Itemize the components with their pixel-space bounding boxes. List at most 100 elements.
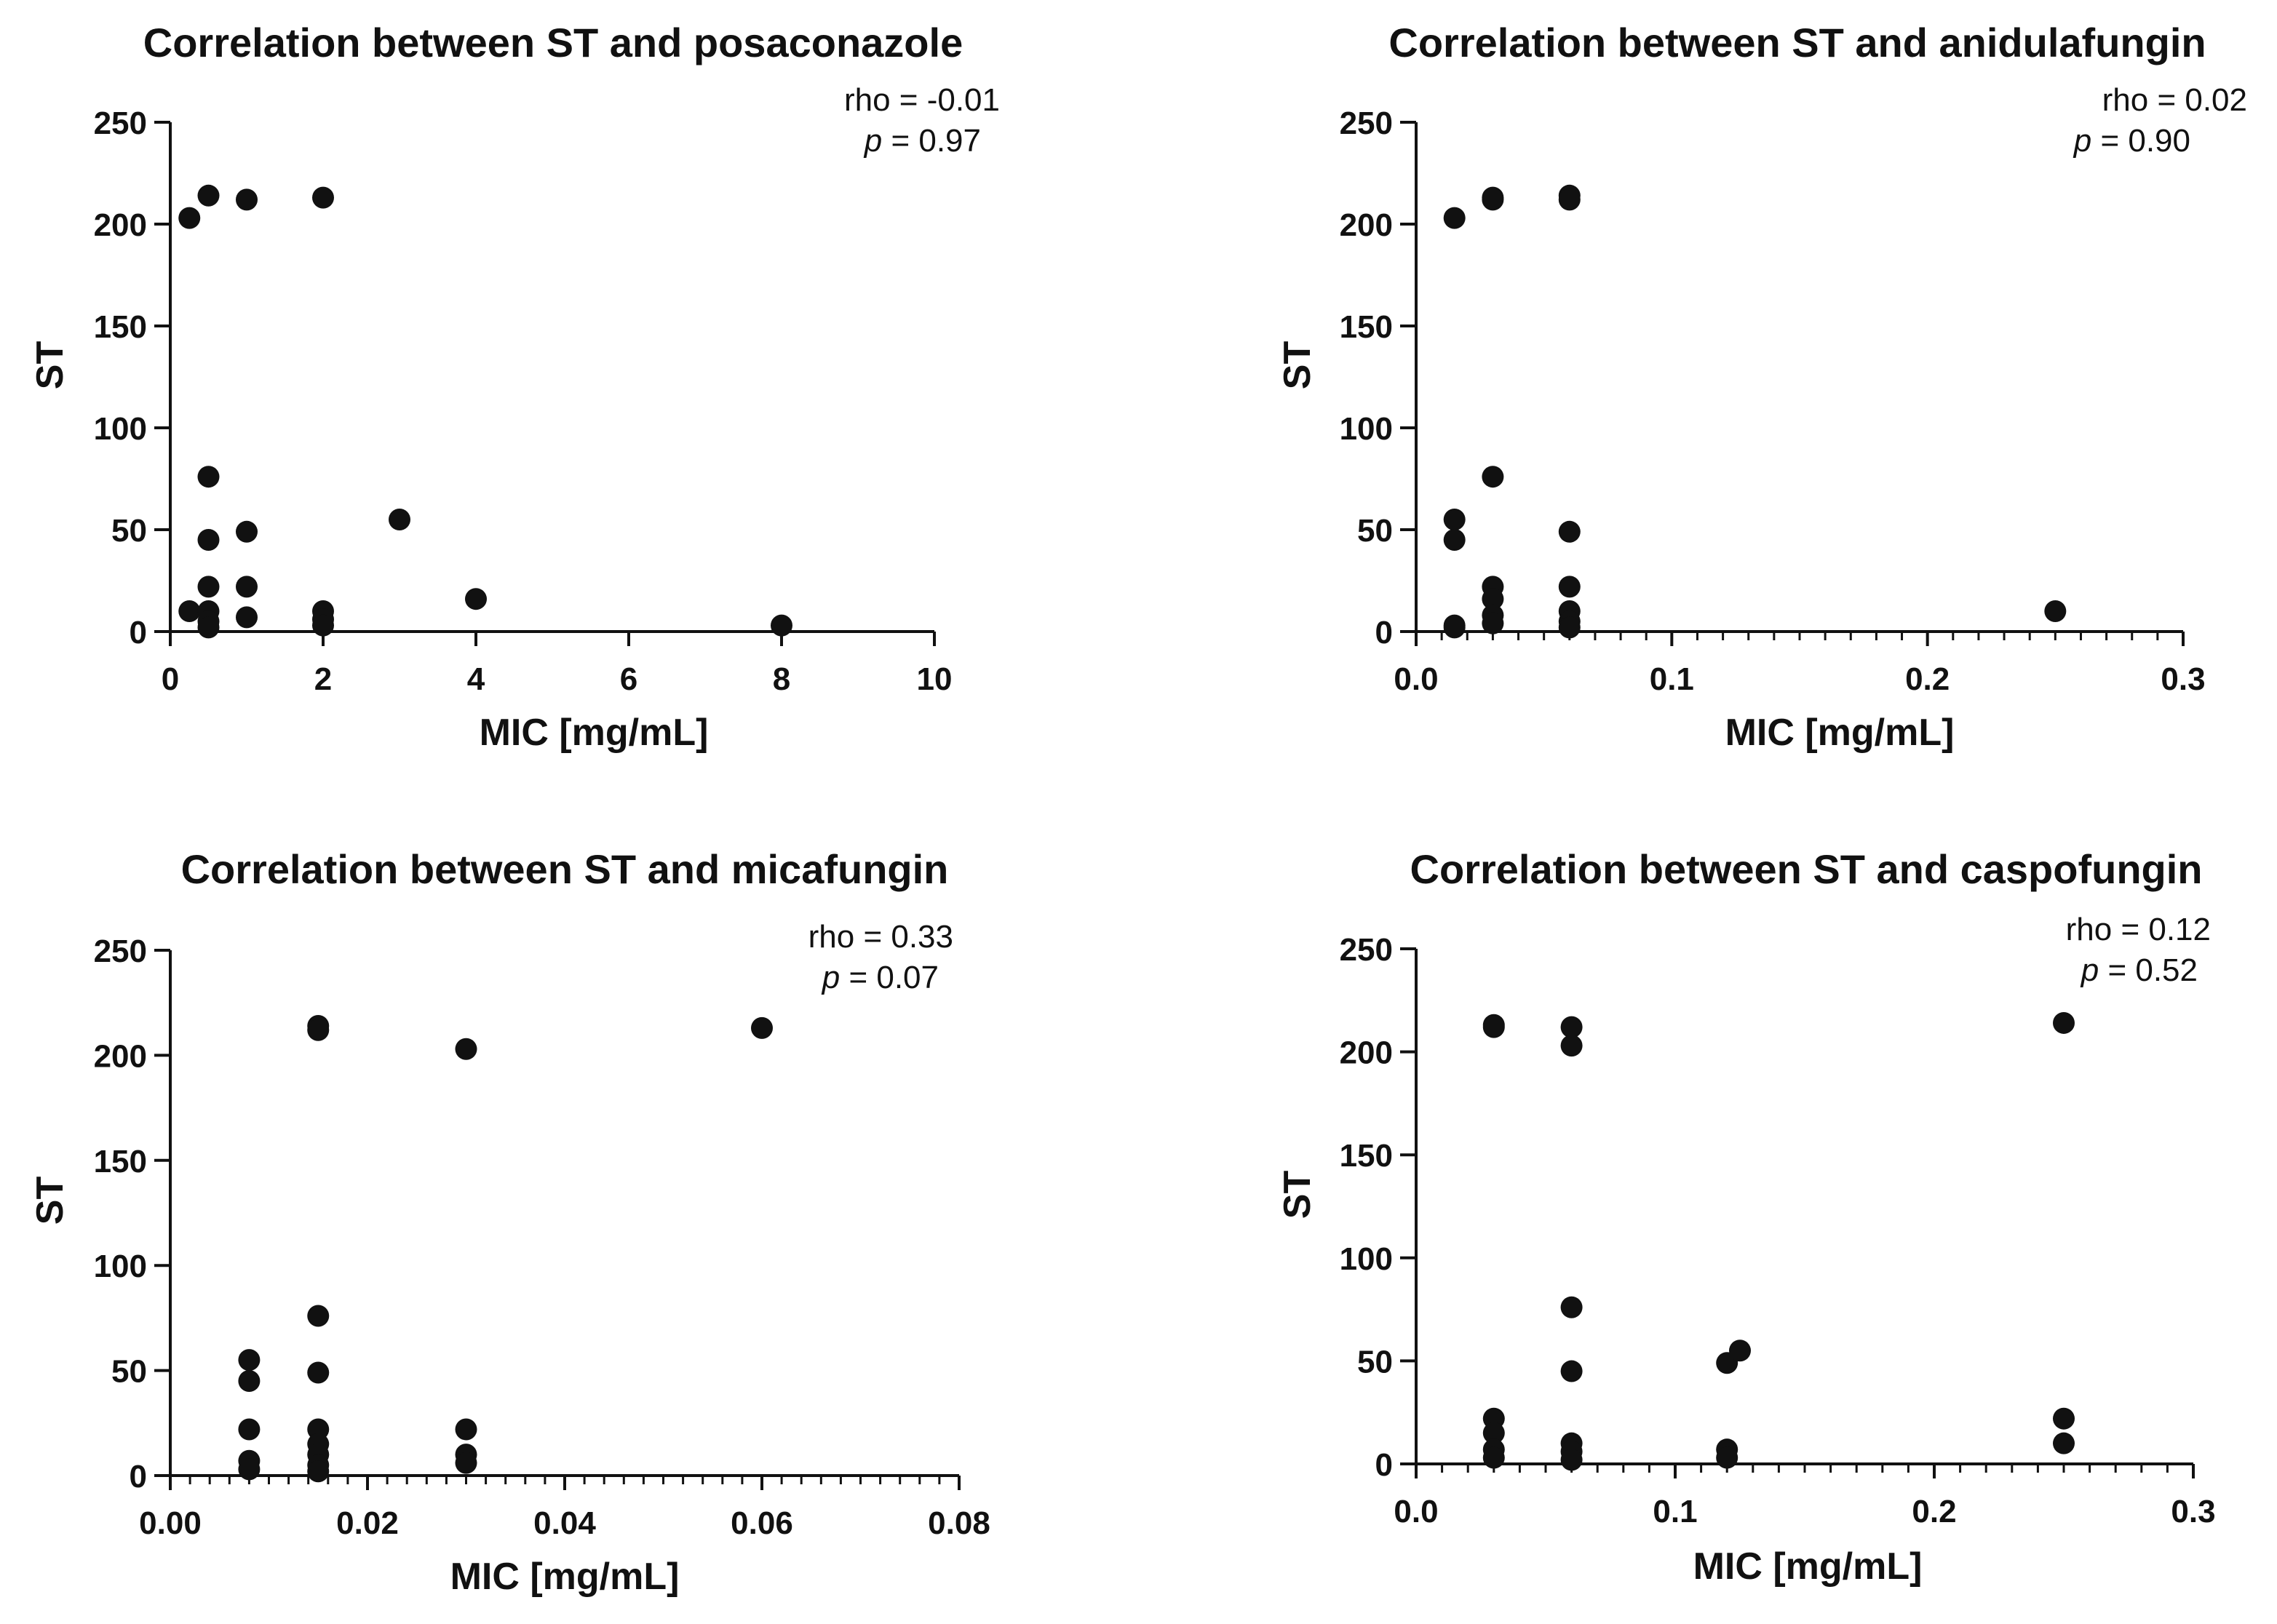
p-symbol: p <box>863 123 882 159</box>
x-tick-label: 0.02 <box>336 1505 399 1541</box>
y-tick-label: 200 <box>94 1038 147 1074</box>
x-tick-label: 0.08 <box>928 1505 990 1541</box>
data-point <box>1443 616 1466 639</box>
y-tick-label: 250 <box>1340 106 1393 141</box>
tick-labels: 0.0 0.1 0.2 0.3 0 50 100 150 200 250 <box>1340 106 2206 697</box>
data-point <box>465 588 487 610</box>
x-tick-label: 0.2 <box>1905 661 1950 697</box>
y-tick-label: 0 <box>130 615 147 650</box>
axis-ticks <box>1400 947 2195 1478</box>
data-point <box>312 614 334 637</box>
y-tick-label: 50 <box>111 1354 147 1390</box>
y-tick-label: 200 <box>94 207 147 243</box>
p-value: = 0.90 <box>2091 123 2190 159</box>
y-axis-label: ST <box>29 1177 71 1225</box>
axis-ticks <box>1400 121 2185 646</box>
data-point <box>178 600 201 622</box>
tick-labels: 0.00 0.02 0.04 0.06 0.08 0 50 100 150 200 250 <box>94 934 990 1541</box>
data-point <box>1729 1340 1751 1362</box>
data-point <box>307 1361 330 1384</box>
data-point <box>1558 616 1581 639</box>
x-tick-label: 0.1 <box>1650 661 1694 697</box>
data-point <box>1482 1446 1505 1469</box>
y-tick-label: 100 <box>94 1249 147 1284</box>
x-axis-label: MIC [mg/mL] <box>1725 712 1955 754</box>
data-point <box>1560 1360 1583 1382</box>
y-axis-label: ST <box>1276 1171 1319 1219</box>
chart-title: Correlation between ST and posaconazole <box>143 20 963 65</box>
data-point <box>178 207 201 229</box>
y-tick-label: 150 <box>1340 309 1393 345</box>
y-tick-label: 150 <box>94 309 147 345</box>
x-tick-label: 6 <box>620 661 637 697</box>
data-point <box>1560 1016 1583 1038</box>
data-point <box>236 576 258 598</box>
y-tick-label: 100 <box>1340 411 1393 447</box>
data-point <box>238 1418 261 1441</box>
data-point <box>2053 1011 2075 1034</box>
data-points <box>1443 184 2067 639</box>
data-point <box>2053 1432 2075 1454</box>
x-tick-label: 8 <box>773 661 790 697</box>
data-point <box>1558 520 1581 543</box>
y-tick-label: 200 <box>1340 1035 1393 1071</box>
p-symbol: p <box>2080 952 2099 988</box>
x-tick-label: 4 <box>467 661 485 697</box>
data-point <box>312 186 334 209</box>
p-value: = 0.07 <box>840 960 939 995</box>
p-symbol: p <box>821 960 840 995</box>
x-tick-label: 0.2 <box>1912 1494 1956 1529</box>
p-value: = 0.52 <box>2099 952 2198 988</box>
chart-caspofungin: Correlation between ST and caspofungin r… <box>1276 846 2216 1588</box>
data-point <box>236 606 258 629</box>
p-annotation: p = 0.97 <box>863 123 981 159</box>
data-point <box>455 1038 477 1060</box>
x-tick-label: 0.1 <box>1653 1494 1697 1529</box>
data-point <box>307 1460 330 1483</box>
chart-title: Correlation between ST and anidulafungin <box>1388 20 2206 65</box>
axis-ticks <box>154 121 936 646</box>
x-axis-label: MIC [mg/mL] <box>480 712 709 754</box>
data-point <box>1560 1035 1583 1057</box>
data-point <box>1443 529 1466 551</box>
data-point <box>197 616 220 639</box>
data-point <box>236 520 258 543</box>
x-axis-label: MIC [mg/mL] <box>450 1556 680 1598</box>
axes <box>1415 122 2183 633</box>
y-tick-label: 250 <box>94 106 147 141</box>
data-point <box>1716 1446 1738 1469</box>
y-tick-label: 100 <box>94 411 147 447</box>
data-point <box>1482 466 1504 488</box>
y-axis-label: ST <box>29 341 71 390</box>
data-point <box>1560 1449 1583 1471</box>
x-tick-label: 0.3 <box>2171 1494 2215 1529</box>
data-point <box>1560 1296 1583 1318</box>
x-tick-label: 0.0 <box>1394 1494 1438 1529</box>
p-annotation: p = 0.07 <box>821 960 939 995</box>
data-point <box>238 1370 261 1393</box>
x-tick-label: 0.3 <box>2161 661 2205 697</box>
y-axis-label: ST <box>1276 341 1319 390</box>
data-point <box>238 1458 261 1481</box>
data-point <box>197 529 220 551</box>
data-point <box>1558 576 1581 598</box>
axes <box>169 950 959 1477</box>
x-tick-label: 0 <box>162 661 179 697</box>
data-point <box>1482 1016 1505 1038</box>
data-point <box>236 188 258 211</box>
data-point <box>2044 600 2067 622</box>
y-tick-label: 0 <box>1375 1447 1393 1483</box>
y-tick-label: 200 <box>1340 207 1393 243</box>
x-tick-label: 10 <box>917 661 953 697</box>
y-tick-label: 150 <box>1340 1138 1393 1174</box>
data-points <box>238 1014 773 1483</box>
x-tick-label: 2 <box>314 661 332 697</box>
y-tick-label: 150 <box>94 1144 147 1179</box>
data-point <box>1482 588 1504 610</box>
axis-ticks <box>154 949 961 1490</box>
chart-posaconazole: Correlation between ST and posaconazole … <box>29 20 1000 754</box>
x-tick-label: 0.00 <box>139 1505 202 1541</box>
x-tick-label: 0.06 <box>731 1505 793 1541</box>
